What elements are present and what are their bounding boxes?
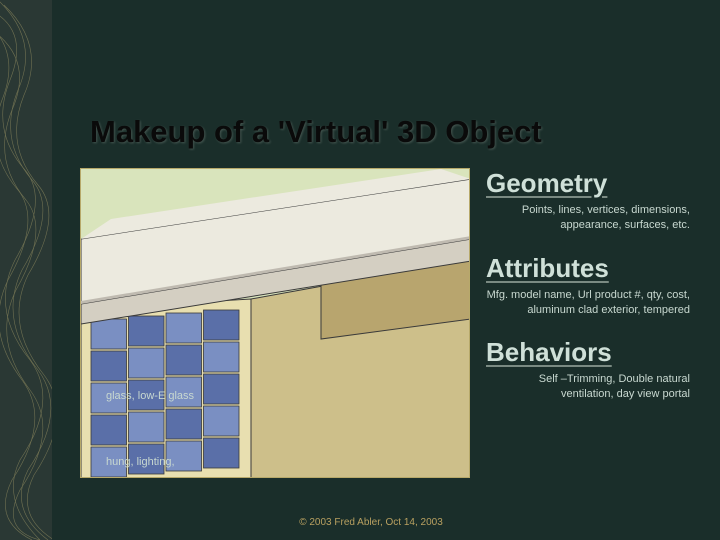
body-behaviors: Self –Trimming, Double natural ventilati… bbox=[486, 372, 690, 402]
heading-attributes: Attributes bbox=[486, 253, 690, 284]
copyright: © 2003 bbox=[299, 517, 331, 528]
content-row: glass, low-E glass hung, lighting, Geome… bbox=[80, 168, 690, 478]
callout-hung: hung, lighting, bbox=[106, 455, 175, 469]
body-geometry: Points, lines, vertices, dimensions, app… bbox=[486, 203, 690, 233]
footer-credit: © 2003 Fred Abler, Oct 14, 2003 bbox=[52, 517, 690, 528]
slide-decor-strip bbox=[0, 0, 52, 540]
page-title: Makeup of a 'Virtual' 3D Object bbox=[90, 114, 690, 150]
slide-body: Makeup of a 'Virtual' 3D Object glass, l… bbox=[52, 0, 720, 540]
body-attributes: Mfg. model name, Url product #, qty, cos… bbox=[486, 288, 690, 318]
building-svg bbox=[81, 169, 470, 478]
heading-behaviors: Behaviors bbox=[486, 337, 690, 368]
building-diagram: glass, low-E glass hung, lighting, bbox=[80, 168, 470, 478]
footer-text: Fred Abler, Oct 14, 2003 bbox=[334, 517, 442, 528]
heading-geometry: Geometry bbox=[486, 168, 690, 199]
text-column: Geometry Points, lines, vertices, dimens… bbox=[486, 168, 690, 478]
illustration-column: glass, low-E glass hung, lighting, bbox=[80, 168, 470, 478]
contour-lines-icon bbox=[0, 0, 52, 540]
callout-glass: glass, low-E glass bbox=[106, 389, 194, 403]
